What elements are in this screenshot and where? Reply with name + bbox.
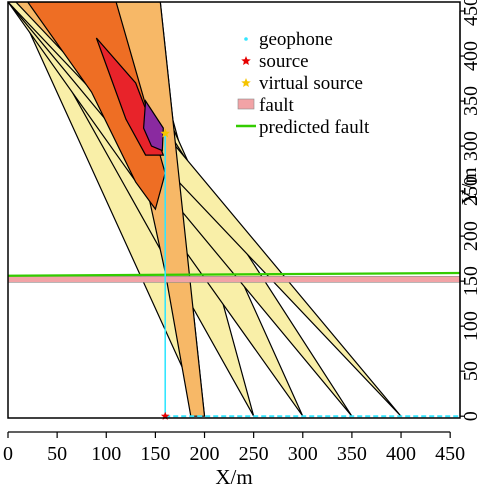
y-tick-label: 250: [460, 176, 482, 206]
wedge-layer: [8, 2, 402, 417]
overlap-region-3: [26, 2, 166, 211]
legend-label: geophone: [259, 29, 333, 50]
x-tick-label: 250: [239, 443, 269, 465]
predicted-fault-line: [8, 271, 460, 277]
legend-label: source: [259, 51, 309, 72]
y-tick-label: 400: [460, 41, 482, 71]
legend-fault-icon: [237, 98, 255, 110]
y-tick-label: 350: [460, 86, 482, 116]
legend-label: virtual source: [259, 73, 363, 94]
x-tick-label: 200: [190, 443, 220, 465]
y-tick-label: 200: [460, 221, 482, 251]
legend-label: predicted fault: [259, 117, 370, 138]
fault-layer: [8, 271, 460, 283]
x-axis: 0 50 100 150 200 250 300 350 400 450: [3, 431, 465, 465]
y-tick-label: 300: [460, 131, 482, 161]
y-tick-label: 0: [460, 411, 482, 421]
x-tick-label: 100: [91, 443, 121, 465]
legend-geophone-icon: [244, 37, 248, 41]
x-axis-title: X/m: [215, 465, 252, 489]
y-tick-label: 150: [460, 266, 482, 296]
wedge-5: [8, 2, 402, 417]
virtual-source-marker: [160, 128, 170, 138]
legend-source-icon: [241, 56, 251, 66]
x-tick-label: 300: [288, 443, 318, 465]
y-tick-label: 50: [460, 361, 482, 381]
fault-band: [8, 276, 460, 283]
x-tick-label: 400: [386, 443, 416, 465]
x-tick-label: 150: [140, 443, 170, 465]
overlap-region-5: [142, 99, 164, 152]
y-axis-title: Y/m: [457, 167, 481, 204]
y-tick-label: 100: [460, 311, 482, 341]
y-axis: 0 50 100 150 200 250 300 350 400 450: [459, 0, 482, 421]
legend-virtual-source-icon: [241, 78, 251, 88]
x-tick-label: 450: [435, 443, 465, 465]
x-tick-label: 0: [3, 443, 13, 465]
x-tick-label: 50: [47, 443, 67, 465]
x-tick-label: 350: [337, 443, 367, 465]
legend-label: fault: [259, 95, 295, 116]
y-tick-label: 450: [460, 0, 482, 26]
